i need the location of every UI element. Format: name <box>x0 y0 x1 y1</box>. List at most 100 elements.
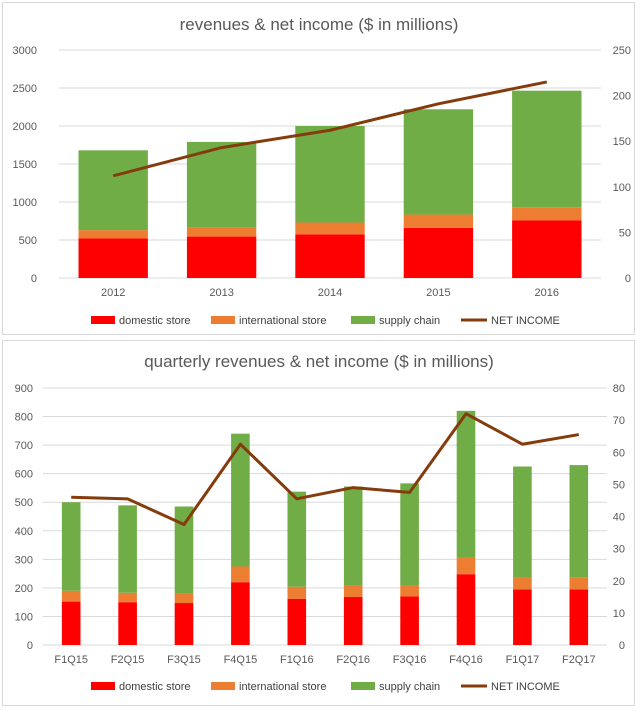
bar-domestic-store <box>61 601 81 645</box>
x-tick-label: F3Q16 <box>393 654 427 666</box>
y2-tick-label: 0 <box>619 640 625 652</box>
y2-tick-label: 50 <box>619 227 631 239</box>
bar-international-store <box>231 566 250 583</box>
bar-supply-chain <box>456 410 476 558</box>
y-tick-label: 3000 <box>13 45 37 57</box>
x-tick-label: F2Q16 <box>336 654 370 666</box>
bar-supply-chain <box>513 466 532 578</box>
bar-supply-chain <box>343 486 363 586</box>
bar-domestic-store <box>400 596 419 645</box>
legend-label: supply chain <box>379 315 440 327</box>
y2-tick-label: 100 <box>613 182 631 194</box>
bar-international-store <box>118 592 137 603</box>
bar-domestic-store <box>403 227 474 278</box>
bar-supply-chain <box>287 491 307 587</box>
y2-tick-label: 0 <box>625 273 631 285</box>
legend-swatch <box>211 316 235 324</box>
legend-label: NET INCOME <box>491 681 560 693</box>
legend-item: domestic store <box>91 315 191 327</box>
x-tick-label: F2Q17 <box>562 654 596 666</box>
x-tick-label: F1Q15 <box>54 654 88 666</box>
bar-domestic-store <box>231 582 250 645</box>
legend-item: supply chain <box>351 681 440 693</box>
bar-domestic-store <box>287 598 307 645</box>
bar-supply-chain <box>403 109 474 215</box>
y2-tick-label: 10 <box>613 608 625 620</box>
y-tick-label: 400 <box>15 526 33 538</box>
bar-international-store <box>78 230 148 239</box>
quarterly-chart: quarterly revenues & net income ($ in mi… <box>15 352 625 693</box>
bar-international-store <box>186 227 257 237</box>
legend-swatch <box>211 682 235 690</box>
bar-domestic-store <box>343 597 363 645</box>
y-tick-label: 0 <box>31 273 37 285</box>
y2-tick-label: 60 <box>613 447 625 459</box>
bar-domestic-store <box>174 603 194 645</box>
bar-supply-chain <box>512 90 582 208</box>
legend-label: supply chain <box>379 681 440 693</box>
y-tick-label: 2000 <box>13 121 37 133</box>
legend-label: NET INCOME <box>491 315 560 327</box>
y-tick-label: 100 <box>15 611 33 623</box>
legend-label: international store <box>239 681 326 693</box>
x-tick-label: F4Q16 <box>449 654 483 666</box>
bar-international-store <box>174 593 194 604</box>
bar-supply-chain <box>61 502 81 591</box>
annual-chart: revenues & net income ($ in millions) 0 50… <box>13 15 631 327</box>
legend-swatch <box>351 316 375 324</box>
legend-swatch <box>91 682 115 690</box>
y-tick-label: 1500 <box>13 159 37 171</box>
y2-tick-label: 40 <box>613 512 625 524</box>
bar-supply-chain <box>186 141 257 228</box>
y2-tick-label: 50 <box>613 479 625 491</box>
bar-supply-chain <box>174 506 194 594</box>
bar-domestic-store <box>456 574 476 645</box>
bar-international-store <box>456 557 476 575</box>
y-tick-label: 0 <box>27 640 33 652</box>
y2-tick-label: 70 <box>613 415 625 427</box>
y-tick-label: 900 <box>15 383 33 395</box>
bar-domestic-store <box>186 236 257 278</box>
bar-international-store <box>569 577 589 590</box>
bar-domestic-store <box>569 589 589 645</box>
x-tick-label: F4Q15 <box>224 654 258 666</box>
bar-domestic-store <box>78 238 148 278</box>
y2-tick-label: 200 <box>613 91 631 103</box>
bar-international-store <box>61 590 81 602</box>
bar-domestic-store <box>513 589 532 645</box>
bar-international-store <box>343 585 363 598</box>
y-tick-label: 2500 <box>13 83 37 95</box>
legend-item: supply chain <box>351 315 440 327</box>
x-tick-label: F1Q17 <box>506 654 540 666</box>
quarterly-chart-panel: quarterly revenues & net income ($ in mi… <box>2 340 635 706</box>
legend-item: NET INCOME <box>461 681 560 693</box>
bar-supply-chain <box>231 433 250 567</box>
x-tick-label: 2012 <box>101 287 125 299</box>
y-tick-label: 700 <box>15 440 33 452</box>
y2-tick-label: 250 <box>613 45 631 57</box>
bar-supply-chain <box>78 150 148 231</box>
chart-title: revenues & net income ($ in millions) <box>180 15 459 34</box>
annual-chart-panel: revenues & net income ($ in millions) 0 50… <box>2 2 635 335</box>
x-tick-label: F2Q15 <box>111 654 145 666</box>
legend-swatch <box>91 316 115 324</box>
x-tick-label: F3Q15 <box>167 654 201 666</box>
x-tick-label: 2013 <box>209 287 233 299</box>
y2-tick-label: 80 <box>613 383 625 395</box>
legend-item: NET INCOME <box>461 315 560 327</box>
bar-domestic-store <box>118 602 137 645</box>
y-tick-label: 300 <box>15 554 33 566</box>
y-tick-label: 500 <box>15 497 33 509</box>
y2-tick-label: 20 <box>613 576 625 588</box>
bar-international-store <box>512 207 582 221</box>
y-tick-label: 600 <box>15 469 33 481</box>
legend-label: international store <box>239 315 326 327</box>
bar-international-store <box>400 585 419 597</box>
x-tick-label: 2015 <box>426 287 450 299</box>
bar-domestic-store <box>295 234 365 278</box>
legend-item: international store <box>211 681 326 693</box>
legend-item: domestic store <box>91 681 191 693</box>
bar-international-store <box>295 222 365 235</box>
legend-swatch <box>351 682 375 690</box>
y2-tick-label: 150 <box>613 136 631 148</box>
